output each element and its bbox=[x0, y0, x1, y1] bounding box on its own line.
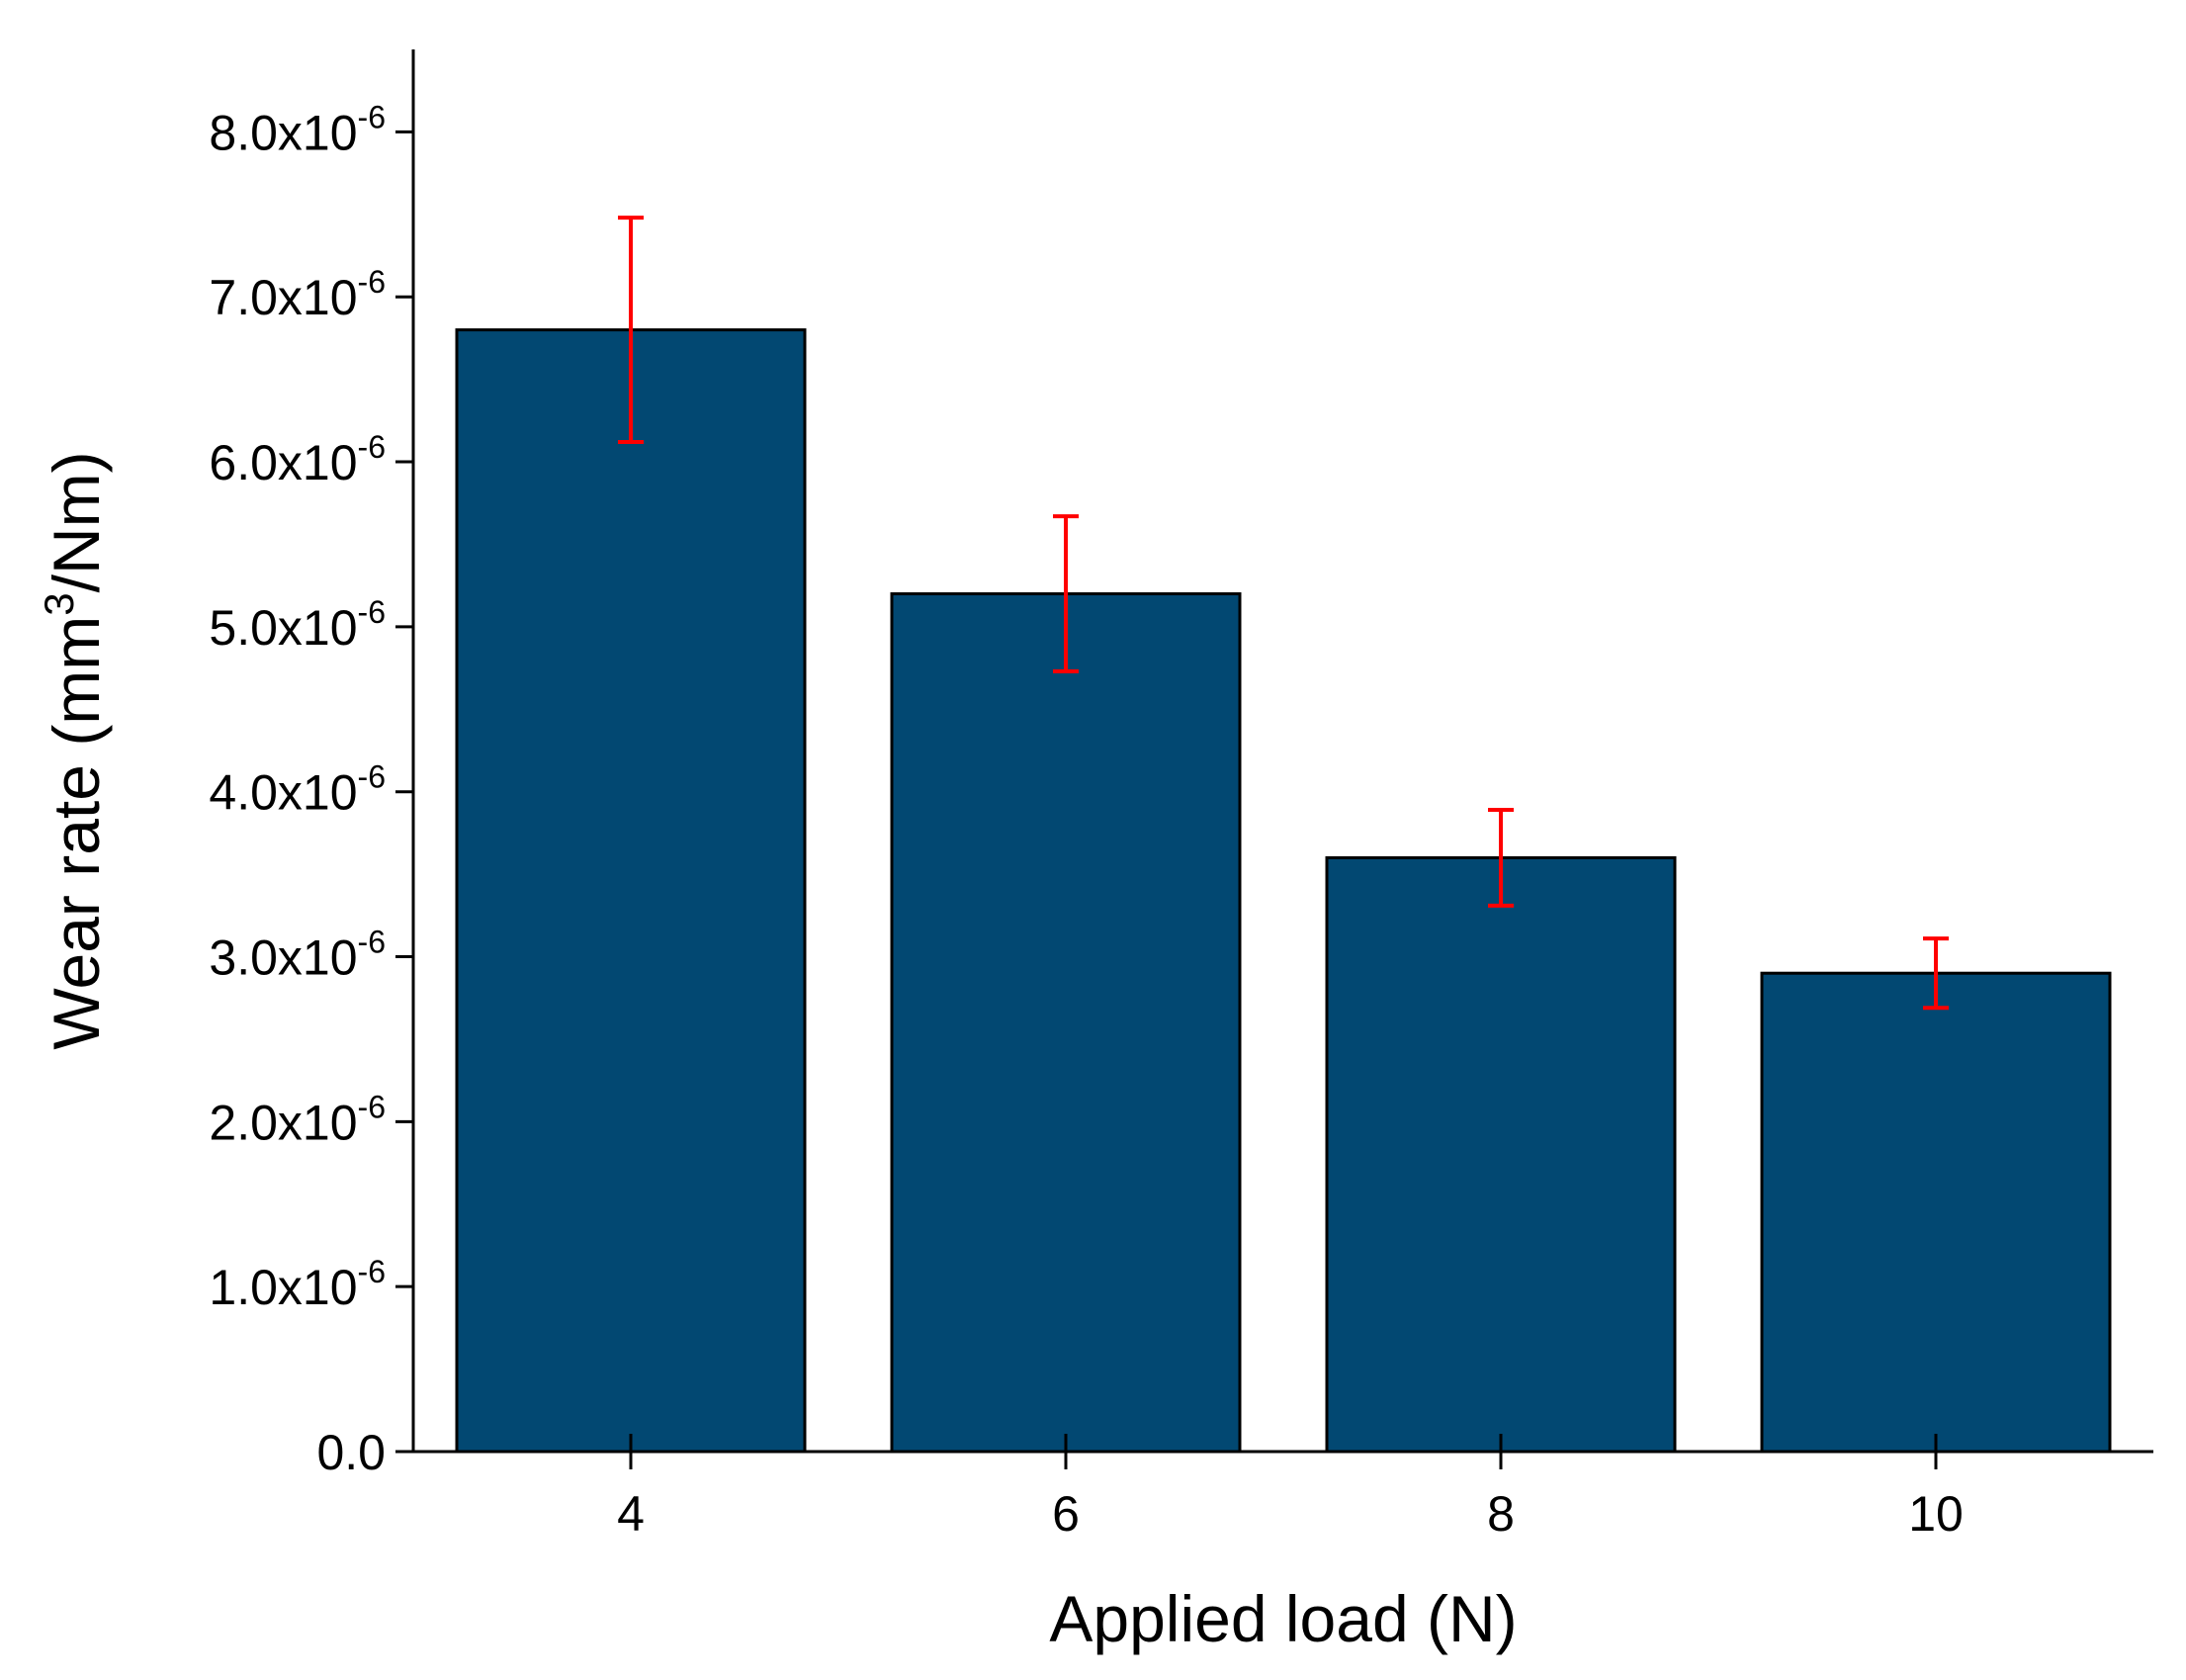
error-bar-6 bbox=[1053, 514, 1079, 673]
y-tick-mantissa: 0.0 bbox=[316, 1425, 386, 1480]
x-tick-label: 6 bbox=[1052, 1486, 1080, 1542]
bar-10 bbox=[1760, 971, 2112, 1454]
y-tick-label: 1.0x10-6 bbox=[209, 1254, 386, 1315]
y-tick-label: 5.0x10-6 bbox=[209, 594, 386, 656]
y-tick-exponent: -6 bbox=[358, 1089, 386, 1124]
y-tick-exponent: -6 bbox=[358, 1254, 386, 1289]
y-tick-mantissa: 4.0x10 bbox=[209, 765, 357, 821]
x-axis-title: Applied load (N) bbox=[1049, 1582, 1517, 1655]
y-tick-label: 0.0 bbox=[316, 1425, 386, 1480]
bar-8 bbox=[1325, 855, 1677, 1454]
bar-4 bbox=[455, 328, 807, 1454]
error-bar-10 bbox=[1923, 936, 1949, 1011]
y-tick-mantissa: 2.0x10 bbox=[209, 1095, 357, 1150]
x-tick-label: 10 bbox=[1908, 1486, 1964, 1542]
y-tick-exponent: -6 bbox=[358, 264, 386, 300]
y-tick-label: 4.0x10-6 bbox=[209, 759, 386, 821]
y-axis-title: Wear rate (mm3/Nm) bbox=[36, 451, 113, 1049]
error-bar-8 bbox=[1488, 808, 1514, 908]
bars-group bbox=[455, 328, 2112, 1454]
error-bars-group bbox=[618, 216, 1949, 1011]
y-tick-exponent: -6 bbox=[358, 925, 386, 960]
y-tick-label: 6.0x10-6 bbox=[209, 429, 386, 490]
y-tick-mantissa: 6.0x10 bbox=[209, 435, 357, 490]
axes-group bbox=[411, 49, 2153, 1454]
x-ticks-group: 4 6 8 10 bbox=[617, 1434, 1964, 1542]
y-tick-label: 8.0x10-6 bbox=[209, 99, 386, 160]
y-tick-mantissa: 7.0x10 bbox=[209, 270, 357, 325]
x-tick-label: 8 bbox=[1487, 1486, 1515, 1542]
error-bar-4 bbox=[618, 216, 644, 445]
y-tick-exponent: -6 bbox=[358, 759, 386, 795]
y-tick-exponent: -6 bbox=[358, 99, 386, 134]
y-axis-title-main: Wear rate (mm bbox=[40, 616, 113, 1050]
bar-6 bbox=[890, 592, 1242, 1454]
y-tick-label: 7.0x10-6 bbox=[209, 264, 386, 325]
y-tick-label: 3.0x10-6 bbox=[209, 925, 386, 986]
y-tick-mantissa: 3.0x10 bbox=[209, 930, 357, 986]
y-tick-mantissa: 5.0x10 bbox=[209, 600, 357, 656]
y-tick-mantissa: 8.0x10 bbox=[209, 105, 357, 160]
x-tick-label: 4 bbox=[617, 1486, 645, 1542]
y-ticks-group: 0.01.0x10-62.0x10-63.0x10-64.0x10-65.0x1… bbox=[209, 99, 413, 1480]
y-axis-title-superscript: 3 bbox=[36, 592, 82, 615]
y-tick-exponent: -6 bbox=[358, 594, 386, 630]
y-tick-exponent: -6 bbox=[358, 429, 386, 465]
y-tick-mantissa: 1.0x10 bbox=[209, 1260, 357, 1315]
y-tick-label: 2.0x10-6 bbox=[209, 1089, 386, 1150]
y-axis-title-unit: /Nm) bbox=[40, 451, 113, 592]
